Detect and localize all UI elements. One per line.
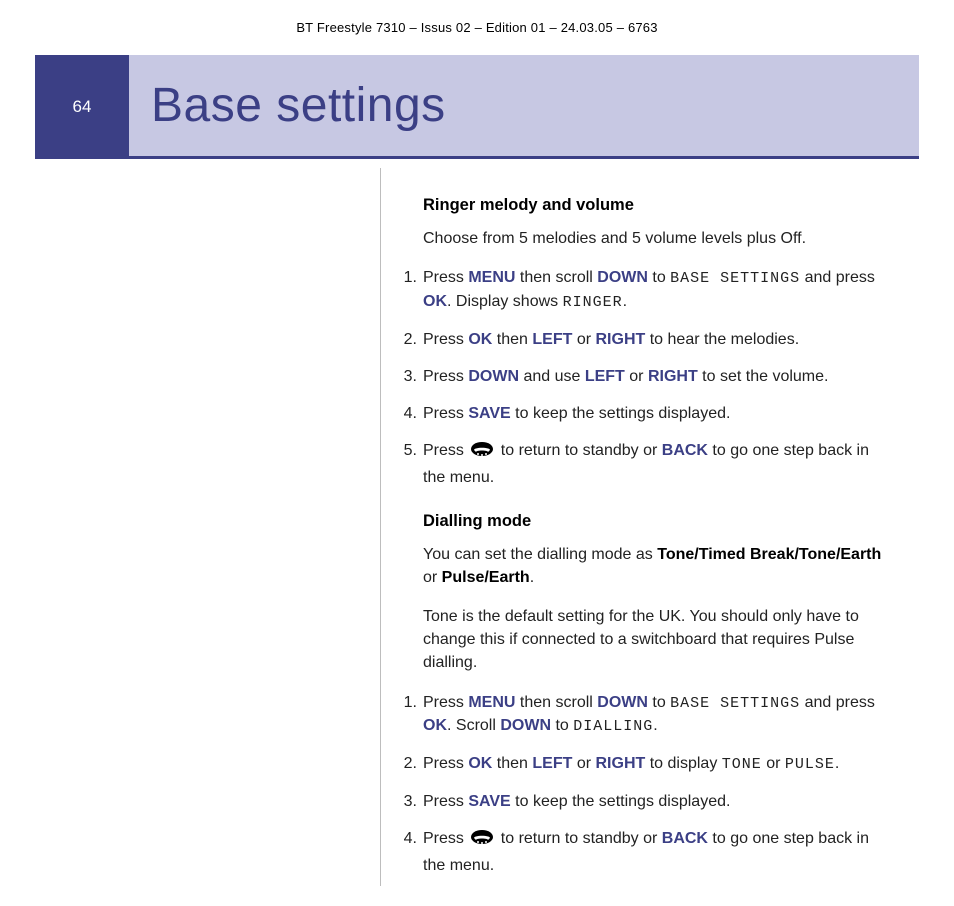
keyword-menu: MENU bbox=[468, 694, 515, 711]
keyword-right: RIGHT bbox=[648, 368, 698, 385]
text: Press bbox=[423, 830, 468, 847]
section-intro: Tone is the default setting for the UK. … bbox=[423, 605, 894, 675]
keyword-left: LEFT bbox=[585, 368, 625, 385]
step-item: Press OK then LEFT or RIGHT to display T… bbox=[381, 752, 894, 776]
keyword-down: DOWN bbox=[468, 368, 519, 385]
text: Press bbox=[423, 368, 468, 385]
text: . Display shows bbox=[447, 293, 563, 310]
title-block: Base settings bbox=[129, 55, 919, 159]
step-item: Press to return to standby or BACK to go… bbox=[381, 827, 894, 877]
text: Press bbox=[423, 269, 468, 286]
section-intro: You can set the dialling mode as Tone/Ti… bbox=[423, 543, 894, 589]
step-item: Press SAVE to keep the settings displaye… bbox=[381, 402, 894, 425]
step-item: Press SAVE to keep the settings displaye… bbox=[381, 790, 894, 813]
running-head: BT Freestyle 7310 – Issus 02 – Edition 0… bbox=[0, 0, 954, 45]
text: to keep the settings displayed. bbox=[511, 405, 731, 422]
text: to display bbox=[645, 755, 721, 772]
text: or bbox=[572, 331, 595, 348]
text: and press bbox=[800, 269, 875, 286]
keyword-save: SAVE bbox=[468, 793, 510, 810]
step-item: Press MENU then scroll DOWN to BASE SETT… bbox=[381, 691, 894, 739]
text: Press bbox=[423, 694, 468, 711]
text: . bbox=[653, 717, 657, 734]
text: or bbox=[625, 368, 648, 385]
lcd-text: BASE SETTINGS bbox=[670, 270, 800, 287]
keyword-ok: OK bbox=[423, 717, 447, 734]
lcd-text: DIALLING bbox=[573, 718, 653, 735]
keyword-left: LEFT bbox=[532, 331, 572, 348]
section-heading-ringer: Ringer melody and volume bbox=[423, 196, 894, 215]
steps-list-dialling: Press MENU then scroll DOWN to BASE SETT… bbox=[381, 691, 894, 878]
keyword-down: DOWN bbox=[500, 717, 551, 734]
keyword-ok: OK bbox=[423, 293, 447, 310]
text: and use bbox=[519, 368, 585, 385]
keyword-ok: OK bbox=[468, 331, 492, 348]
hangup-phone-icon bbox=[470, 441, 494, 466]
hangup-phone-icon bbox=[470, 829, 494, 854]
text: to bbox=[551, 717, 573, 734]
text: or bbox=[762, 755, 785, 772]
text: Press bbox=[423, 442, 468, 459]
text: then scroll bbox=[515, 269, 597, 286]
step-item: Press to return to standby or BACK to go… bbox=[381, 439, 894, 489]
page-number-block: 64 bbox=[35, 55, 129, 159]
text: or bbox=[572, 755, 595, 772]
text: to return to standby or bbox=[496, 442, 661, 459]
title-bar: 64 Base settings bbox=[0, 55, 954, 159]
text: Press bbox=[423, 331, 468, 348]
text: then scroll bbox=[515, 694, 597, 711]
step-item: Press MENU then scroll DOWN to BASE SETT… bbox=[381, 266, 894, 314]
keyword-save: SAVE bbox=[468, 405, 510, 422]
content-column: Ringer melody and volume Choose from 5 m… bbox=[380, 168, 894, 886]
text: . bbox=[530, 569, 534, 586]
bold-text: Pulse/Earth bbox=[442, 569, 530, 586]
section-intro: Choose from 5 melodies and 5 volume leve… bbox=[423, 227, 894, 250]
section-heading-dialling: Dialling mode bbox=[423, 512, 894, 531]
step-item: Press DOWN and use LEFT or RIGHT to set … bbox=[381, 365, 894, 388]
lcd-text: RINGER bbox=[563, 294, 623, 311]
text: or bbox=[423, 569, 442, 586]
text: . Scroll bbox=[447, 717, 500, 734]
text: . bbox=[835, 755, 839, 772]
text: to hear the melodies. bbox=[645, 331, 799, 348]
text: Press bbox=[423, 405, 468, 422]
bold-text: Tone/Timed Break/Tone/Earth bbox=[657, 546, 881, 563]
keyword-back: BACK bbox=[662, 830, 708, 847]
text: to return to standby or bbox=[496, 830, 661, 847]
keyword-right: RIGHT bbox=[596, 755, 646, 772]
keyword-down: DOWN bbox=[597, 694, 648, 711]
steps-list-ringer: Press MENU then scroll DOWN to BASE SETT… bbox=[381, 266, 894, 489]
step-item: Press OK then LEFT or RIGHT to hear the … bbox=[381, 328, 894, 351]
keyword-back: BACK bbox=[662, 442, 708, 459]
text: . bbox=[623, 293, 627, 310]
keyword-left: LEFT bbox=[532, 755, 572, 772]
keyword-right: RIGHT bbox=[596, 331, 646, 348]
text: then bbox=[492, 755, 532, 772]
text: then bbox=[492, 331, 532, 348]
keyword-ok: OK bbox=[468, 755, 492, 772]
text: You can set the dialling mode as bbox=[423, 546, 657, 563]
keyword-menu: MENU bbox=[468, 269, 515, 286]
page-title: Base settings bbox=[151, 78, 446, 133]
text: to bbox=[648, 694, 670, 711]
lcd-text: TONE bbox=[722, 756, 762, 773]
lcd-text: BASE SETTINGS bbox=[670, 695, 800, 712]
text: to set the volume. bbox=[698, 368, 829, 385]
keyword-down: DOWN bbox=[597, 269, 648, 286]
text: Press bbox=[423, 755, 468, 772]
text: and press bbox=[800, 694, 875, 711]
text: to keep the settings displayed. bbox=[511, 793, 731, 810]
page-number: 64 bbox=[73, 97, 92, 117]
text: to bbox=[648, 269, 670, 286]
lcd-text: PULSE bbox=[785, 756, 835, 773]
text: Press bbox=[423, 793, 468, 810]
